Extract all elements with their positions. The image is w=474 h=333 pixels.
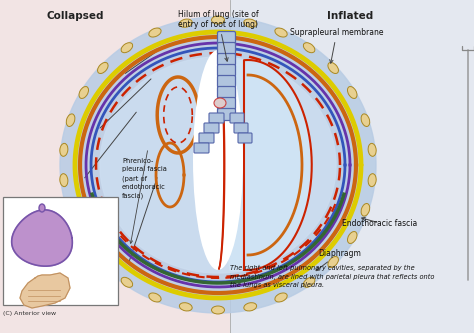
- Ellipse shape: [179, 19, 192, 27]
- Ellipse shape: [193, 50, 243, 270]
- FancyBboxPatch shape: [218, 109, 236, 121]
- Polygon shape: [20, 273, 70, 308]
- FancyBboxPatch shape: [199, 133, 214, 143]
- FancyBboxPatch shape: [238, 133, 252, 143]
- FancyBboxPatch shape: [218, 54, 236, 66]
- Ellipse shape: [121, 43, 133, 53]
- Ellipse shape: [368, 144, 376, 156]
- Ellipse shape: [149, 28, 161, 37]
- Ellipse shape: [275, 293, 287, 302]
- Ellipse shape: [368, 174, 376, 186]
- Ellipse shape: [361, 203, 370, 216]
- Ellipse shape: [121, 277, 133, 287]
- Ellipse shape: [303, 277, 315, 287]
- Ellipse shape: [328, 256, 338, 267]
- Ellipse shape: [60, 144, 68, 156]
- Ellipse shape: [66, 203, 75, 216]
- Polygon shape: [223, 60, 312, 270]
- FancyBboxPatch shape: [218, 32, 236, 44]
- FancyBboxPatch shape: [218, 43, 236, 55]
- Text: (C) Anterior view: (C) Anterior view: [3, 311, 56, 316]
- Ellipse shape: [60, 174, 68, 186]
- Ellipse shape: [39, 204, 45, 212]
- FancyBboxPatch shape: [194, 143, 209, 153]
- Ellipse shape: [98, 256, 108, 267]
- Ellipse shape: [149, 293, 161, 302]
- Ellipse shape: [244, 303, 256, 311]
- Polygon shape: [12, 210, 73, 266]
- FancyBboxPatch shape: [218, 65, 236, 77]
- Ellipse shape: [98, 63, 108, 74]
- Bar: [3, 197, 118, 305]
- Text: Diaphragm: Diaphragm: [316, 248, 361, 271]
- FancyBboxPatch shape: [209, 113, 224, 123]
- FancyBboxPatch shape: [204, 123, 219, 133]
- Text: Endothoracic fascia: Endothoracic fascia: [342, 217, 417, 227]
- Ellipse shape: [214, 98, 226, 108]
- Bar: [230, 0, 474, 333]
- FancyBboxPatch shape: [234, 123, 248, 133]
- Bar: [0, 0, 230, 333]
- Ellipse shape: [347, 231, 357, 243]
- Text: Collapsed: Collapsed: [46, 11, 104, 21]
- Polygon shape: [60, 17, 376, 313]
- Ellipse shape: [179, 303, 192, 311]
- Ellipse shape: [244, 19, 256, 27]
- Ellipse shape: [211, 306, 225, 314]
- FancyBboxPatch shape: [230, 113, 244, 123]
- Ellipse shape: [211, 16, 225, 24]
- Text: Hilum of lung (site of
entry of root of lung): Hilum of lung (site of entry of root of …: [178, 10, 259, 61]
- Ellipse shape: [347, 87, 357, 99]
- Text: Inflated: Inflated: [327, 11, 373, 21]
- Ellipse shape: [66, 114, 75, 127]
- FancyBboxPatch shape: [218, 98, 236, 110]
- Polygon shape: [100, 57, 336, 273]
- Text: Phrenico-
pleural fascia
(part of
endothoracic
fascia): Phrenico- pleural fascia (part of endoth…: [122, 158, 167, 199]
- Ellipse shape: [328, 63, 338, 74]
- Text: The right and left pulmonary cavities, separated by the
mediastinum, are lined w: The right and left pulmonary cavities, s…: [230, 265, 434, 288]
- Ellipse shape: [79, 231, 89, 243]
- FancyBboxPatch shape: [218, 87, 236, 99]
- FancyBboxPatch shape: [218, 76, 236, 88]
- Ellipse shape: [361, 114, 370, 127]
- Text: Suprapleural membrane: Suprapleural membrane: [290, 28, 383, 63]
- Ellipse shape: [275, 28, 287, 37]
- Ellipse shape: [79, 87, 89, 99]
- Ellipse shape: [303, 43, 315, 53]
